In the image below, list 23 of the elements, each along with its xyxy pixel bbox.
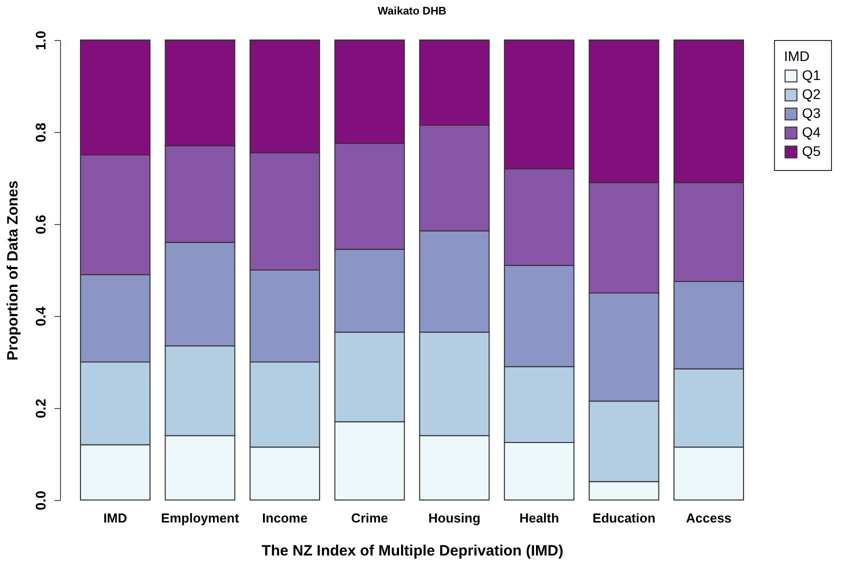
legend-label: Q5 [802, 143, 821, 159]
y-tick-label: 0.8 [32, 122, 48, 142]
y-tick-label: 0.6 [32, 214, 48, 234]
legend-label: Q4 [802, 124, 821, 140]
chart-title: Waikato DHB [378, 5, 446, 18]
x-tick-label: IMD [103, 510, 128, 526]
x-tick-label: Income [262, 510, 308, 526]
legend-label: Q3 [802, 105, 821, 121]
x-axis-title: The NZ Index of Multiple Deprivation (IMD) [262, 542, 564, 560]
x-tick-label: Education [592, 510, 656, 526]
x-tick-label: Health [519, 510, 560, 526]
x-tick-label: Crime [351, 510, 388, 526]
x-tick-label: Employment [161, 510, 240, 526]
legend-label: Q1 [802, 67, 821, 83]
legend-label: Q2 [802, 86, 821, 102]
y-tick-label: 0.4 [32, 306, 48, 326]
y-axis-title: Proportion of Data Zones [4, 180, 22, 360]
y-tick-label: 0.2 [32, 398, 48, 418]
legend-title: IMD [784, 48, 810, 64]
x-tick-label: Access [686, 510, 732, 526]
y-tick-label: 0.0 [32, 490, 48, 510]
y-tick-label: 1.0 [32, 30, 48, 50]
x-tick-label: Housing [428, 510, 480, 526]
